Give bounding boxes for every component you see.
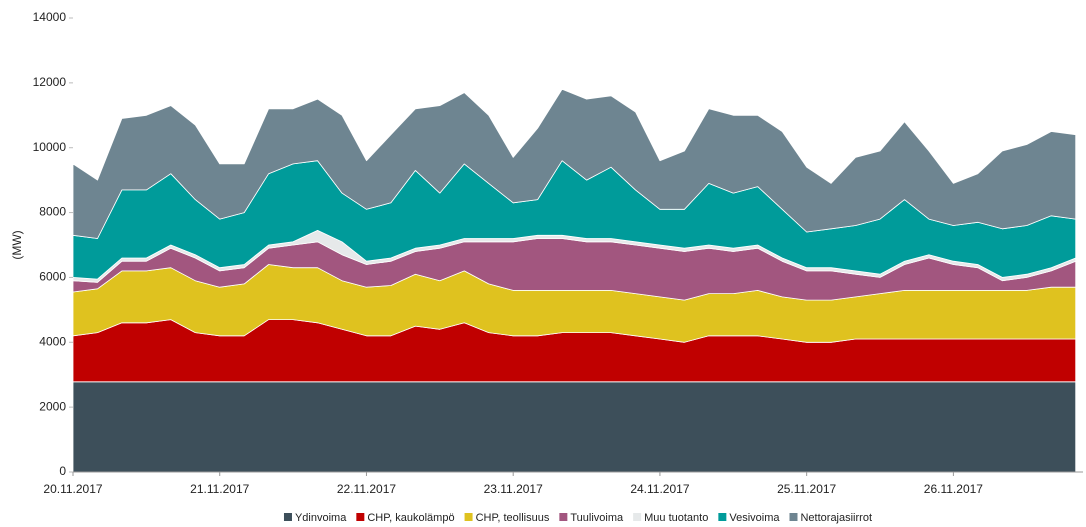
- legend-label: Nettorajasiirrot: [800, 512, 872, 524]
- legend-label: CHP, kaukolämpö: [367, 512, 454, 524]
- legend-swatch: [464, 513, 473, 521]
- y-tick-label: 8000: [39, 205, 66, 219]
- y-tick-label: 4000: [39, 334, 66, 348]
- legend-swatch: [559, 513, 568, 521]
- x-tick-label: 25.11.2017: [777, 482, 836, 496]
- x-tick-label: 22.11.2017: [337, 482, 396, 496]
- y-tick-label: 0: [59, 464, 66, 478]
- legend-label: Tuulivoima: [570, 512, 624, 524]
- legend-label: Ydinvoima: [295, 512, 347, 524]
- y-tick-label: 6000: [39, 270, 66, 284]
- x-tick-label: 21.11.2017: [190, 482, 249, 496]
- legend-swatch: [633, 513, 642, 521]
- area: [72, 88, 1077, 239]
- legend-label: CHP, teollisuus: [476, 512, 550, 524]
- legend-swatch: [789, 513, 798, 521]
- y-tick-label: 14000: [33, 10, 67, 24]
- x-tick-label: 20.11.2017: [43, 482, 102, 496]
- x-tick-label: 26.11.2017: [924, 482, 983, 496]
- y-axis-label: (MW): [10, 230, 24, 259]
- area: [72, 381, 1077, 473]
- legend-label: Vesivoima: [729, 512, 780, 524]
- y-tick-label: 12000: [33, 75, 67, 89]
- legend-swatch: [356, 513, 365, 521]
- legend: Ydinvoima CHP, kaukolämpö CHP, teollisuus T…: [283, 512, 872, 524]
- y-tick-label: 2000: [39, 399, 66, 413]
- legend-swatch: [718, 513, 727, 521]
- x-tick-label: 24.11.2017: [630, 482, 689, 496]
- x-tick-label: 23.11.2017: [484, 482, 543, 496]
- legend-label: Muu tuotanto: [644, 512, 708, 524]
- legend-swatch: [283, 513, 292, 521]
- y-tick-label: 10000: [33, 140, 67, 154]
